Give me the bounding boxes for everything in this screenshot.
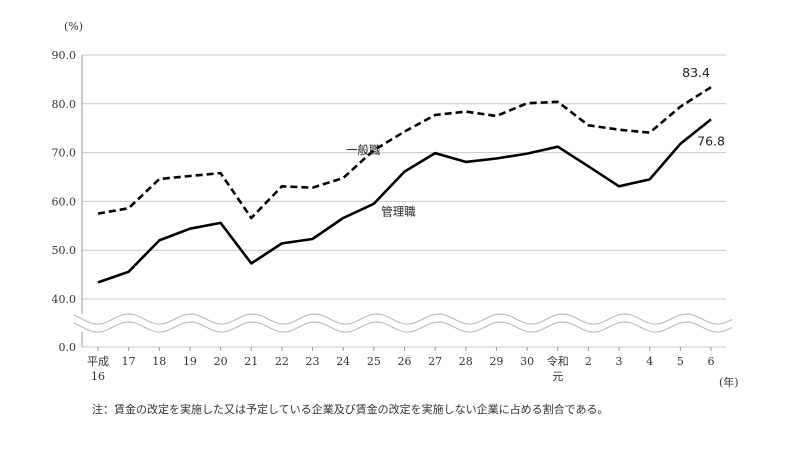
y-tick-label: 70.0 — [52, 147, 77, 160]
labels: 90.0 80.0 70.0 60.0 50.0 40.0 0.0 平成 16 17 18 19 20 2… — [52, 49, 726, 383]
gridlines — [82, 54, 726, 348]
x-tick-label: 28 — [459, 355, 473, 368]
x-axis-unit-label: (年) — [719, 375, 739, 389]
axis-break-wave — [73, 321, 733, 333]
x-tick-label: 平成 16 — [87, 355, 109, 383]
x-tick-label: 20 — [214, 355, 228, 368]
x-tick-label: 25 — [367, 355, 381, 368]
x-tick-label: 3 — [616, 355, 623, 368]
x-tick-label: 19 — [183, 355, 197, 368]
series-name-label: 一般職 — [346, 143, 381, 157]
series-lines — [97, 86, 712, 284]
x-tick-label: 21 — [244, 355, 258, 368]
x-tick-label: 17 — [122, 355, 136, 368]
axes — [81, 55, 712, 351]
series-line-2 — [97, 118, 712, 284]
y-tick-label: 40.0 — [52, 293, 77, 306]
y-tick-label: 50.0 — [52, 244, 77, 257]
x-tick-label: 27 — [428, 355, 442, 368]
y-tick-label: 90.0 — [52, 49, 77, 62]
x-tick-label: 29 — [489, 355, 503, 368]
axis-break-wave — [73, 313, 733, 325]
series-name-label: 管理職 — [381, 205, 416, 219]
end-value-label: 76.8 — [697, 133, 725, 148]
y-tick-label-zero: 0.0 — [59, 341, 77, 354]
chart-footnote: 注：賃金の改定を実施した又は予定している企業及び賃金の改定を実施しない企業に占め… — [92, 402, 609, 416]
end-value-label: 83.4 — [682, 65, 710, 80]
x-tick-label: 5 — [677, 355, 684, 368]
series-line-1 — [97, 86, 712, 220]
x-tick-label: 2 — [585, 355, 592, 368]
x-tick-label: 30 — [520, 355, 534, 368]
axis-break — [73, 313, 734, 333]
x-tick-label: 18 — [152, 355, 166, 368]
x-tick-label: 23 — [306, 355, 320, 368]
x-tick-label: 24 — [336, 355, 350, 368]
y-tick-label: 60.0 — [52, 195, 77, 208]
x-tick-label: 26 — [398, 355, 412, 368]
x-tick-label: 令和元 — [547, 354, 569, 383]
x-tick-label: 6 — [708, 355, 715, 368]
x-tick-label: 22 — [275, 355, 289, 368]
x-tick-label: 4 — [646, 355, 653, 368]
y-tick-label: 80.0 — [52, 98, 77, 111]
y-axis-unit-label: (%) — [64, 20, 83, 33]
